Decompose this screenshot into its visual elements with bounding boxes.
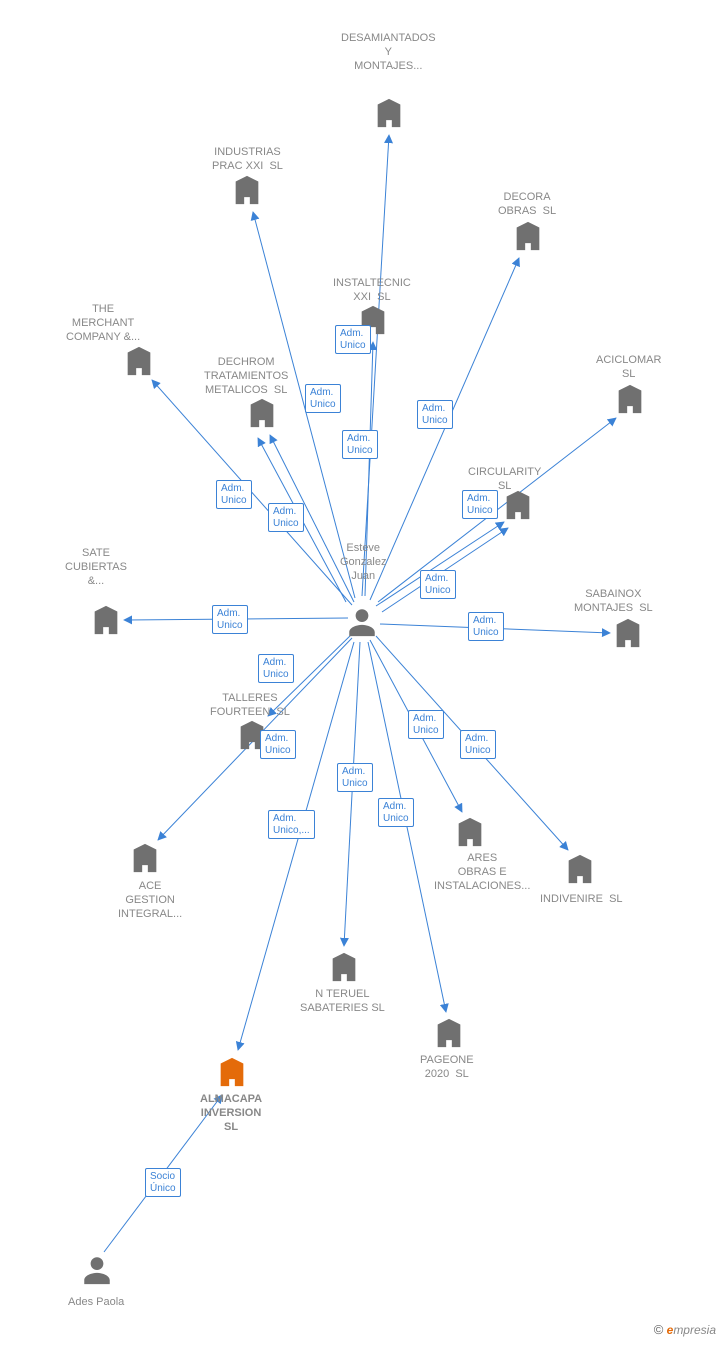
edge (368, 642, 446, 1012)
building-icon (221, 1058, 244, 1086)
node-label: INDIVENIRE SL (540, 893, 623, 907)
edge-label: Adm. Unico (260, 730, 296, 759)
node-label: ARES OBRAS E INSTALACIONES... (434, 852, 530, 893)
edge-label: Adm. Unico (258, 654, 294, 683)
node-label: ALMACAPA INVERSION SL (200, 1093, 262, 1134)
node-label: DESAMIANTADOS Y MONTAJES... (341, 32, 436, 73)
edge-label: Adm. Unico (417, 400, 453, 429)
edge-label: Socio Único (145, 1168, 181, 1197)
edge-label: Adm. Unico (337, 763, 373, 792)
building-icon (95, 606, 118, 634)
building-icon (617, 619, 640, 647)
person-icon (349, 609, 375, 636)
brand-rest: mpresia (673, 1323, 716, 1337)
edge-label: Adm. Unico (305, 384, 341, 413)
edge-label: Adm. Unico (268, 503, 304, 532)
building-icon (134, 844, 157, 872)
node-label: ACE GESTION INTEGRAL... (118, 880, 182, 921)
building-icon (333, 953, 356, 981)
edge-label: Adm. Unico (460, 730, 496, 759)
node-label: Ades Paola (68, 1296, 124, 1310)
node-label: SATE CUBIERTAS &... (65, 547, 127, 588)
copyright-symbol: © (654, 1322, 664, 1337)
node-label: N TERUEL SABATERIES SL (300, 988, 385, 1016)
edge (370, 258, 519, 600)
node-label: ACICLOMAR SL (596, 354, 661, 382)
edge (344, 642, 360, 946)
node-label: Esteve Gonzalez Juan (340, 542, 386, 583)
edge-label: Adm. Unico (420, 570, 456, 599)
building-icon (236, 176, 259, 204)
building-icon (569, 855, 592, 883)
edge-label: Adm. Unico (216, 480, 252, 509)
building-icon (378, 99, 401, 127)
edge-label: Adm. Unico (468, 612, 504, 641)
node-label: INSTALTECNIC XXI SL (333, 277, 411, 305)
building-icon (438, 1019, 461, 1047)
node-label: DECHROM TRATAMIENTOS METALICOS SL (204, 356, 288, 397)
node-label: PAGEONE 2020 SL (420, 1054, 474, 1082)
node-label: TALLERES FOURTEEN SL (210, 692, 290, 720)
edge-label: Adm. Unico (378, 798, 414, 827)
building-icon (619, 385, 642, 413)
footer: © empresia (654, 1322, 716, 1337)
edge (362, 135, 389, 596)
edge-label: Adm. Unico (335, 325, 371, 354)
building-icon (507, 491, 530, 519)
edge-label: Adm. Unico,... (268, 810, 315, 839)
edge-label: Adm. Unico (342, 430, 378, 459)
node-label: DECORA OBRAS SL (498, 191, 556, 219)
edge-label: Adm. Unico (408, 710, 444, 739)
edge-label: Adm. Unico (212, 605, 248, 634)
node-label: SABAINOX MONTAJES SL (574, 588, 653, 616)
building-icon (251, 399, 274, 427)
building-icon (128, 347, 151, 375)
node-label: THE MERCHANT COMPANY &... (66, 303, 140, 344)
node-label: INDUSTRIAS PRAC XXI SL (212, 146, 283, 174)
person-icon (84, 1257, 110, 1284)
building-icon (459, 818, 482, 846)
edge-label: Adm. Unico (462, 490, 498, 519)
building-icon (517, 222, 540, 250)
